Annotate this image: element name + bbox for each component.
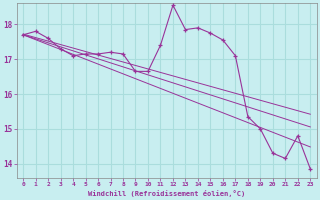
- X-axis label: Windchill (Refroidissement éolien,°C): Windchill (Refroidissement éolien,°C): [88, 190, 245, 197]
